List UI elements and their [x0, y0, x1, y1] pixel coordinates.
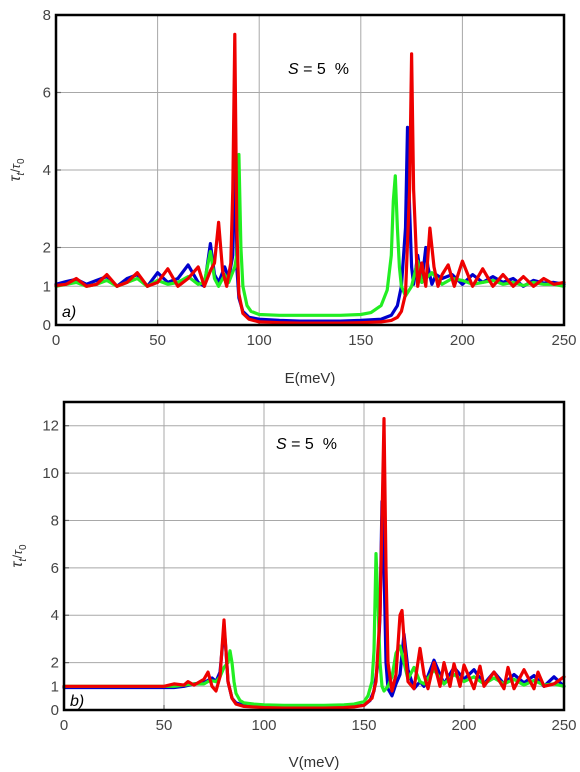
annotation: S = 5 %: [288, 61, 349, 78]
plot-frame: [62, 400, 566, 712]
y-tick-label: 10: [42, 465, 59, 482]
y-label-slash: /: [10, 555, 25, 559]
x-tick-label: 250: [551, 332, 576, 349]
x-tick-label: 0: [52, 332, 60, 349]
series-line-2: [54, 152, 566, 317]
y-label-sub-t: t: [15, 172, 27, 176]
series-line-1: [54, 110, 566, 323]
y-tick-label: 2: [43, 240, 51, 257]
panel-label: a): [62, 304, 76, 321]
y-label-sub-0: 0: [16, 158, 27, 164]
x-tick-label: 200: [451, 717, 476, 734]
y-label-tau0: τ: [8, 163, 23, 169]
y-tick-label: 8: [51, 512, 59, 529]
annotation-rest: = 5 %: [287, 436, 337, 453]
x-tick-label: 100: [251, 717, 276, 734]
y-axis-label: τt/τ0: [7, 158, 27, 182]
annotation: S = 5 %: [276, 436, 337, 453]
series-line-3: [54, 32, 566, 325]
y-axis-label: τt/τ0: [9, 544, 29, 568]
y-label-tau: τ: [7, 175, 24, 182]
x-axis-label: E(meV): [285, 370, 336, 387]
y-tick-label: 4: [51, 607, 59, 624]
y-tick-label: 8: [43, 7, 51, 24]
y-tick-label: 4: [43, 162, 51, 179]
x-tick-label: 50: [149, 332, 166, 349]
x-tick-label: 200: [450, 332, 475, 349]
y-tick-label: 6: [51, 560, 59, 577]
y-tick-label: 0: [43, 317, 51, 334]
x-tick-label: 150: [348, 332, 373, 349]
y-label-slash: /: [8, 169, 23, 173]
y-label-tau: τ: [9, 561, 26, 568]
annotation-rest: = 5 %: [299, 61, 349, 78]
y-tick-label: 2: [51, 655, 59, 672]
plot-frame: [54, 13, 566, 327]
x-tick-label: 250: [551, 717, 576, 734]
panel-label: b): [70, 693, 84, 710]
y-tick-label: 0: [51, 702, 59, 719]
y-tick-label: 1: [43, 278, 51, 295]
series-line-1: [62, 499, 566, 709]
y-tick-label: 12: [42, 418, 59, 435]
annotation-symbol: S: [276, 436, 287, 453]
y-label-sub-0: 0: [18, 544, 29, 550]
x-tick-label: 100: [247, 332, 272, 349]
annotation-symbol: S: [288, 61, 299, 78]
x-tick-label: 50: [156, 717, 173, 734]
series-layer: [62, 417, 566, 710]
y-label-sub-t: t: [17, 558, 29, 562]
tick-labels: 0 50 100 150 200 250 0 1 2 4 6 8: [43, 7, 577, 349]
y-tick-label: 1: [51, 678, 59, 695]
series-line-3: [62, 417, 566, 710]
series-line-2: [62, 551, 566, 707]
x-tick-label: 0: [60, 717, 68, 734]
x-tick-label: 150: [351, 717, 376, 734]
y-label-tau0: τ: [10, 549, 25, 555]
series-layer: [54, 32, 566, 325]
y-tick-label: 6: [43, 85, 51, 102]
x-axis-label: V(meV): [289, 754, 340, 771]
